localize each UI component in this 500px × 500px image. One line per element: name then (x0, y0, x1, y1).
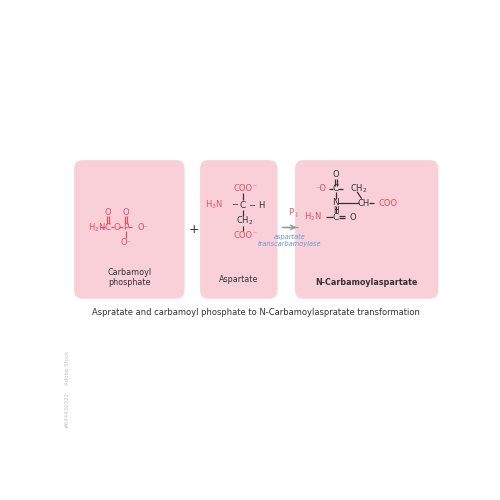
Text: Aspartate: Aspartate (219, 275, 258, 284)
Text: COO: COO (233, 232, 252, 240)
Text: N: N (332, 198, 339, 207)
Text: ⁻: ⁻ (385, 197, 389, 206)
Text: H$_3$N: H$_3$N (206, 199, 224, 211)
Text: ⁻O: ⁻O (315, 184, 326, 194)
Text: i: i (296, 212, 298, 218)
Text: COO: COO (233, 184, 252, 194)
Text: ─: ─ (232, 199, 236, 208)
Text: C: C (332, 184, 339, 194)
Text: C: C (332, 212, 339, 222)
Text: transcarbamoylase: transcarbamoylase (258, 240, 322, 246)
Text: ⁻: ⁻ (252, 230, 256, 238)
Text: H: H (258, 200, 264, 209)
Text: C: C (104, 223, 111, 232)
Text: O: O (122, 208, 129, 216)
Text: CH$_2$: CH$_2$ (350, 182, 368, 195)
Text: O⁻: O⁻ (138, 223, 148, 232)
Text: CH: CH (358, 198, 370, 207)
Text: C: C (240, 200, 246, 209)
Text: ⁻: ⁻ (252, 182, 256, 192)
Text: P: P (123, 223, 128, 232)
Text: +: + (189, 223, 200, 236)
Text: Carbamoyl
phosphate: Carbamoyl phosphate (108, 268, 152, 287)
Text: O⁻: O⁻ (120, 238, 131, 246)
Text: ─: ─ (248, 200, 254, 209)
Text: H: H (333, 206, 338, 214)
Text: Adobe Stock: Adobe Stock (65, 351, 70, 385)
Text: O: O (332, 170, 339, 179)
Text: O: O (350, 212, 356, 222)
Text: O: O (113, 223, 120, 232)
FancyBboxPatch shape (74, 160, 184, 298)
Text: COO: COO (378, 198, 398, 207)
Text: O: O (104, 208, 111, 216)
Text: H$_2$N: H$_2$N (304, 211, 322, 224)
Text: P: P (288, 208, 294, 216)
Text: CH$_2$: CH$_2$ (236, 214, 253, 227)
Text: N-Carbamoylaspartate: N-Carbamoylaspartate (316, 278, 418, 287)
Text: Aspratate and carbamoyl phosphate to N-Carbamoylaspratate transformation: Aspratate and carbamoyl phosphate to N-C… (92, 308, 420, 316)
Text: #644430322: #644430322 (65, 392, 70, 428)
FancyBboxPatch shape (295, 160, 438, 298)
FancyBboxPatch shape (200, 160, 278, 298)
Text: aspartate: aspartate (274, 234, 306, 240)
Text: H$_2$N: H$_2$N (88, 221, 106, 234)
